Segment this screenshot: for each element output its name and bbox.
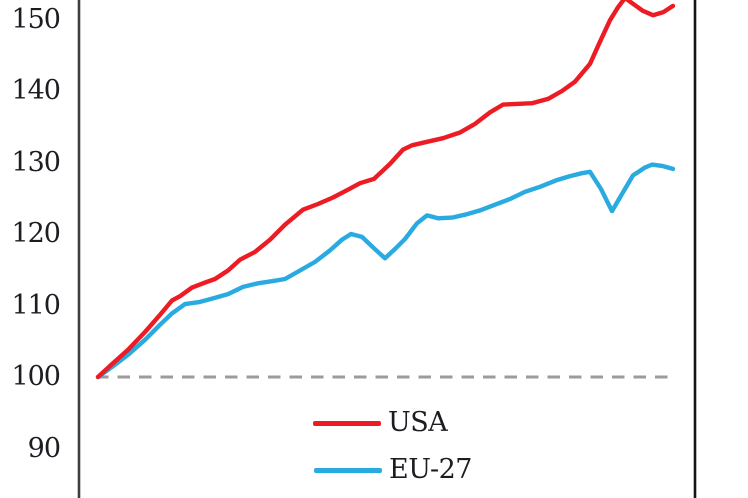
- y-tick-label-120: 120: [11, 218, 61, 249]
- usa-line-swatch: [313, 420, 381, 426]
- y-tick-label-130: 130: [11, 146, 61, 178]
- series-line-eu-27: [95, 162, 676, 380]
- series-line-usa: [95, 0, 676, 380]
- y-tick-label-140: 140: [11, 75, 61, 106]
- y-tick-label-100: 100: [11, 361, 61, 392]
- y-tick-label-110: 110: [11, 289, 61, 321]
- legend-label-eu27: EU-27: [389, 454, 472, 485]
- legend-item-eu27: EU-27: [314, 455, 472, 485]
- y-tick-label-90: 90: [27, 432, 61, 464]
- legend-item-usa: USA: [313, 407, 448, 438]
- legend-label-usa: USA: [388, 407, 448, 438]
- y-tick-label-150: 150: [11, 3, 61, 35]
- eu27-line-swatch: [314, 467, 382, 473]
